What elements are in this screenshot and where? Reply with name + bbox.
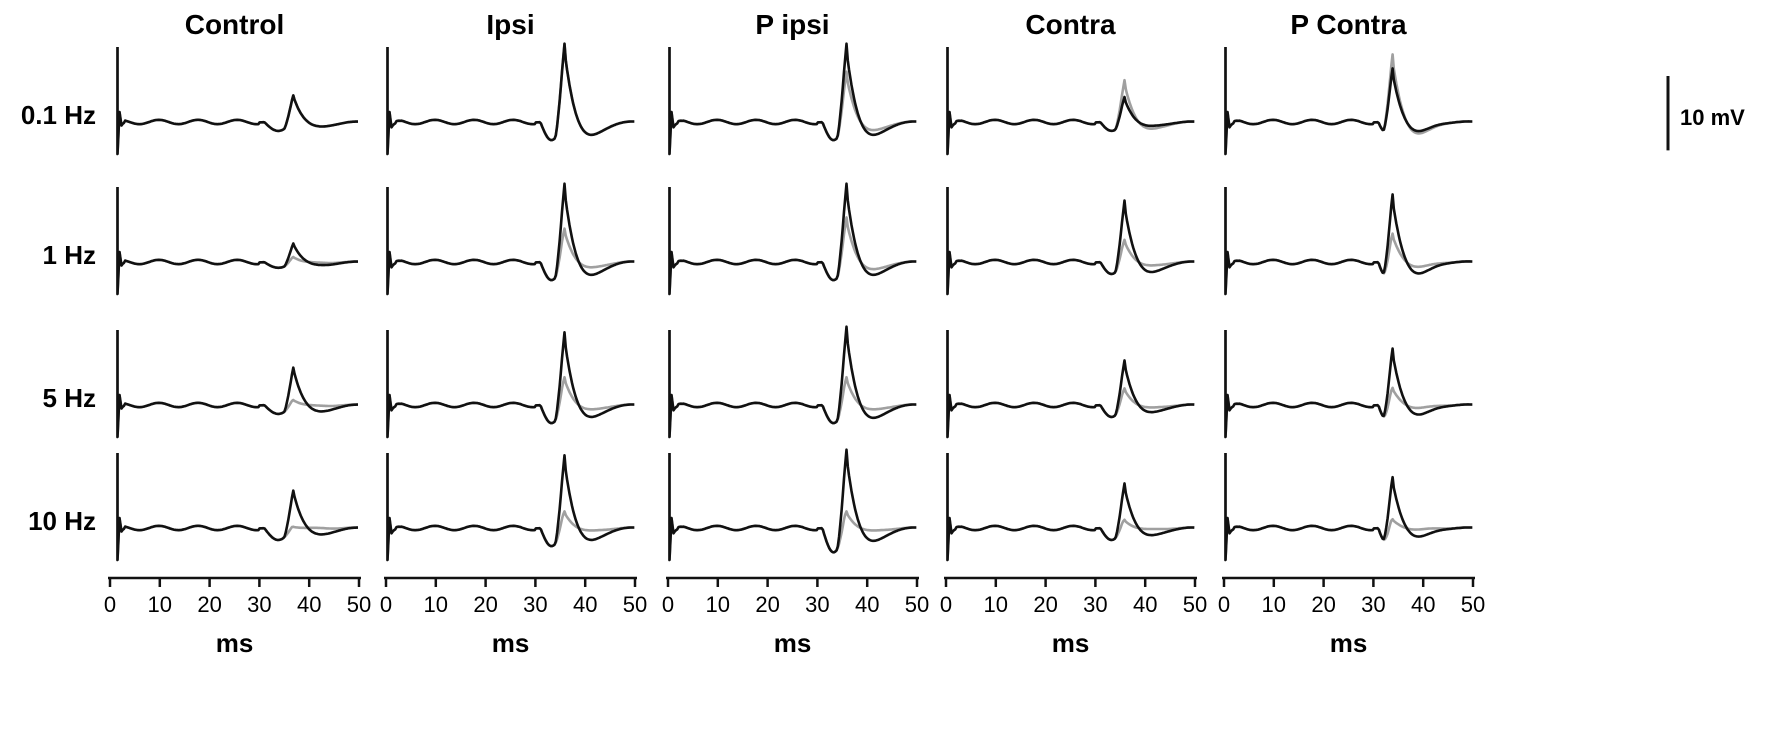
x-tick-label-contra-30: 30 (1083, 592, 1107, 617)
trace-black-control-1-hz (116, 187, 359, 296)
trace-gray-p-ipsi-1-hz (668, 187, 917, 296)
trace-gray-control-1-hz (116, 187, 359, 296)
x-axis-title-p-contra: ms (1330, 628, 1368, 658)
trace-gray-contra-10-hz (946, 453, 1195, 562)
trace-gray-control-01-hz (116, 47, 359, 156)
trace-black-control-10-hz (116, 453, 359, 562)
x-axis-title-ipsi: ms (492, 628, 530, 658)
trace-black-p-contra-10-hz (1224, 453, 1473, 562)
trace-black-p-ipsi-10-hz (668, 448, 917, 562)
x-tick-label-control-30: 30 (247, 592, 271, 617)
scale-bar-label: 10 mV (1680, 105, 1745, 130)
x-tick-label-p-ipsi-30: 30 (805, 592, 829, 617)
trace-gray-ipsi-10-hz (386, 453, 635, 562)
x-tick-label-p-contra-0: 0 (1218, 592, 1230, 617)
trace-gray-p-ipsi-01-hz (668, 47, 917, 156)
x-tick-label-contra-20: 20 (1033, 592, 1057, 617)
column-title-p-contra: P Contra (1290, 9, 1407, 40)
x-tick-label-p-ipsi-20: 20 (755, 592, 779, 617)
trace-black-contra-10-hz (946, 453, 1195, 562)
x-tick-label-p-contra-30: 30 (1361, 592, 1385, 617)
row-label-5-hz: 5 Hz (43, 383, 96, 413)
x-tick-label-p-ipsi-50: 50 (905, 592, 929, 617)
x-tick-label-ipsi-20: 20 (473, 592, 497, 617)
trace-black-p-contra-5-hz (1224, 330, 1473, 439)
trace-black-contra-1-hz (946, 187, 1195, 296)
scale-bar: 10 mV (1666, 76, 1745, 151)
x-tick-label-contra-10: 10 (984, 592, 1008, 617)
x-tick-label-control-40: 40 (297, 592, 321, 617)
trace-black-ipsi-5-hz (386, 330, 635, 439)
trace-gray-p-contra-1-hz (1224, 187, 1473, 296)
trace-black-control-5-hz (116, 330, 359, 439)
trace-gray-p-ipsi-5-hz (668, 330, 917, 439)
x-tick-label-control-50: 50 (347, 592, 371, 617)
trace-gray-ipsi-5-hz (386, 330, 635, 439)
trace-gray-p-ipsi-10-hz (668, 453, 917, 562)
trace-black-p-ipsi-01-hz (668, 42, 917, 156)
x-tick-label-ipsi-50: 50 (623, 592, 647, 617)
x-tick-label-p-contra-10: 10 (1262, 592, 1286, 617)
trace-gray-contra-1-hz (946, 187, 1195, 296)
x-tick-label-p-ipsi-10: 10 (706, 592, 730, 617)
x-tick-label-contra-0: 0 (940, 592, 952, 617)
trace-black-ipsi-01-hz (386, 42, 635, 156)
trace-gray-ipsi-01-hz (386, 42, 635, 156)
x-tick-label-contra-40: 40 (1133, 592, 1157, 617)
trace-gray-control-10-hz (116, 453, 359, 562)
x-tick-label-contra-50: 50 (1183, 592, 1207, 617)
trace-black-contra-01-hz (946, 47, 1195, 156)
x-tick-label-control-20: 20 (197, 592, 221, 617)
x-axes: 0 10 20 30 40 50 ms 0 10 20 30 40 50 ms 0 10 20 30 40 50 ms 0… (104, 576, 1485, 658)
column-title-control: Control (185, 9, 285, 40)
trace-gray-p-contra-10-hz (1224, 453, 1473, 562)
trace-gray-p-contra-01-hz (1224, 47, 1473, 156)
x-tick-label-p-contra-20: 20 (1311, 592, 1335, 617)
trace-black-ipsi-10-hz (386, 453, 635, 562)
x-tick-label-ipsi-40: 40 (573, 592, 597, 617)
column-titles: Control Ipsi P ipsi Contra P Contra (185, 9, 1407, 40)
trace-gray-contra-5-hz (946, 330, 1195, 439)
row-label-01-hz: 0.1 Hz (21, 100, 96, 130)
traces (116, 42, 1473, 562)
x-tick-label-p-contra-40: 40 (1411, 592, 1435, 617)
row-label-10-hz: 10 Hz (28, 506, 96, 536)
x-tick-label-ipsi-10: 10 (424, 592, 448, 617)
trace-gray-control-5-hz (116, 330, 359, 439)
column-title-contra: Contra (1025, 9, 1116, 40)
trace-gray-p-contra-5-hz (1224, 330, 1473, 439)
x-tick-label-p-ipsi-0: 0 (662, 592, 674, 617)
x-axis-title-p-ipsi: ms (774, 628, 812, 658)
x-axis-title-contra: ms (1052, 628, 1090, 658)
trace-black-p-ipsi-5-hz (668, 325, 917, 439)
trace-black-p-contra-01-hz (1224, 47, 1473, 156)
x-axis-title-control: ms (216, 628, 254, 658)
trace-gray-ipsi-1-hz (386, 187, 635, 296)
x-tick-label-p-contra-50: 50 (1461, 592, 1485, 617)
x-tick-label-control-0: 0 (104, 592, 116, 617)
trace-black-contra-5-hz (946, 330, 1195, 439)
x-tick-label-ipsi-30: 30 (523, 592, 547, 617)
trace-black-p-ipsi-1-hz (668, 182, 917, 296)
column-title-p-ipsi: P ipsi (755, 9, 829, 40)
row-labels: 0.1 Hz 1 Hz 5 Hz 10 Hz (21, 100, 96, 536)
trace-gray-contra-01-hz (946, 47, 1195, 156)
x-tick-label-p-ipsi-40: 40 (855, 592, 879, 617)
trace-black-p-contra-1-hz (1224, 187, 1473, 296)
trace-black-control-01-hz (116, 47, 359, 156)
trace-black-ipsi-1-hz (386, 182, 635, 296)
row-label-1-hz: 1 Hz (43, 240, 96, 270)
column-title-ipsi: Ipsi (486, 9, 534, 40)
x-tick-label-ipsi-0: 0 (380, 592, 392, 617)
x-tick-label-control-10: 10 (148, 592, 172, 617)
